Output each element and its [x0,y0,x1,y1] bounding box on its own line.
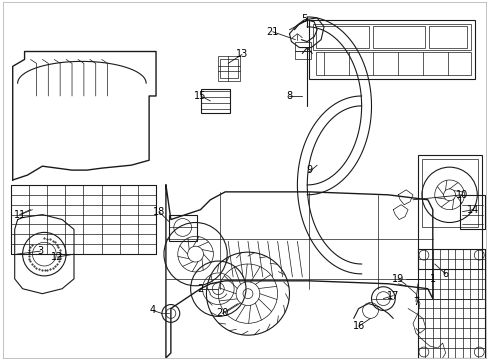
Bar [316,26,368,48]
Text: 18: 18 [153,207,165,217]
Bar [372,26,424,48]
Text: 16: 16 [352,321,364,331]
Text: 5: 5 [301,14,307,24]
Bar [421,159,477,228]
Bar [312,24,470,50]
Bar [417,249,484,358]
Text: 11: 11 [14,210,26,220]
Text: 1: 1 [429,274,435,284]
Text: 13: 13 [235,49,247,59]
Text: 3: 3 [37,246,43,256]
Text: 9: 9 [305,165,312,175]
Bar [417,155,481,269]
Bar [200,89,230,113]
Bar [218,57,240,81]
Text: 7: 7 [412,297,418,307]
Bar [428,26,467,48]
Text: 15: 15 [194,91,206,101]
Text: 20: 20 [216,309,228,319]
Bar [295,42,310,59]
Text: 8: 8 [286,91,292,101]
Bar [168,215,196,241]
Text: 4: 4 [150,306,156,315]
Bar [316,51,470,75]
Bar [11,185,156,254]
Bar [460,195,484,229]
Text: 6: 6 [442,269,448,279]
Text: 10: 10 [455,190,468,200]
Text: 17: 17 [386,291,399,301]
Text: 19: 19 [391,274,404,284]
Bar [308,20,474,79]
Text: 12: 12 [51,252,63,262]
Bar [220,59,238,78]
Text: 2: 2 [197,284,203,294]
Text: 14: 14 [466,204,478,215]
Text: 21: 21 [266,27,278,37]
